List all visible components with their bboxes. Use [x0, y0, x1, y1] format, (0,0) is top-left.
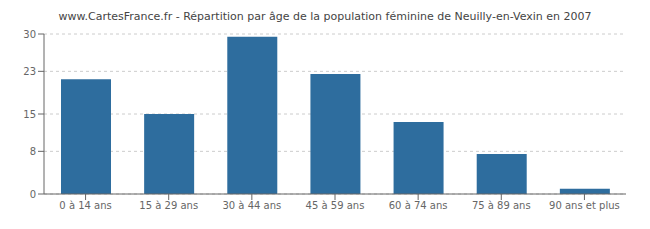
svg-text:8: 8 — [30, 146, 36, 157]
svg-text:75 à 89 ans: 75 à 89 ans — [472, 200, 531, 211]
svg-text:30 à 44 ans: 30 à 44 ans — [222, 200, 281, 211]
html-text:www.CartesFrance.fr - Répartit: www.CartesFrance.fr - Répartition par âg… — [58, 10, 592, 23]
svg-text:30: 30 — [23, 29, 36, 40]
svg-text:15: 15 — [23, 109, 36, 120]
svg-text:15 à 29 ans: 15 à 29 ans — [139, 200, 198, 211]
svg-text:60 à 74 ans: 60 à 74 ans — [389, 200, 448, 211]
svg-text:0: 0 — [30, 189, 36, 200]
svg-text:45 à 59 ans: 45 à 59 ans — [306, 200, 365, 211]
svg-text:23: 23 — [23, 66, 36, 77]
svg-text:0 à 14 ans: 0 à 14 ans — [59, 200, 111, 211]
svg-text:90 ans et plus: 90 ans et plus — [549, 200, 620, 211]
